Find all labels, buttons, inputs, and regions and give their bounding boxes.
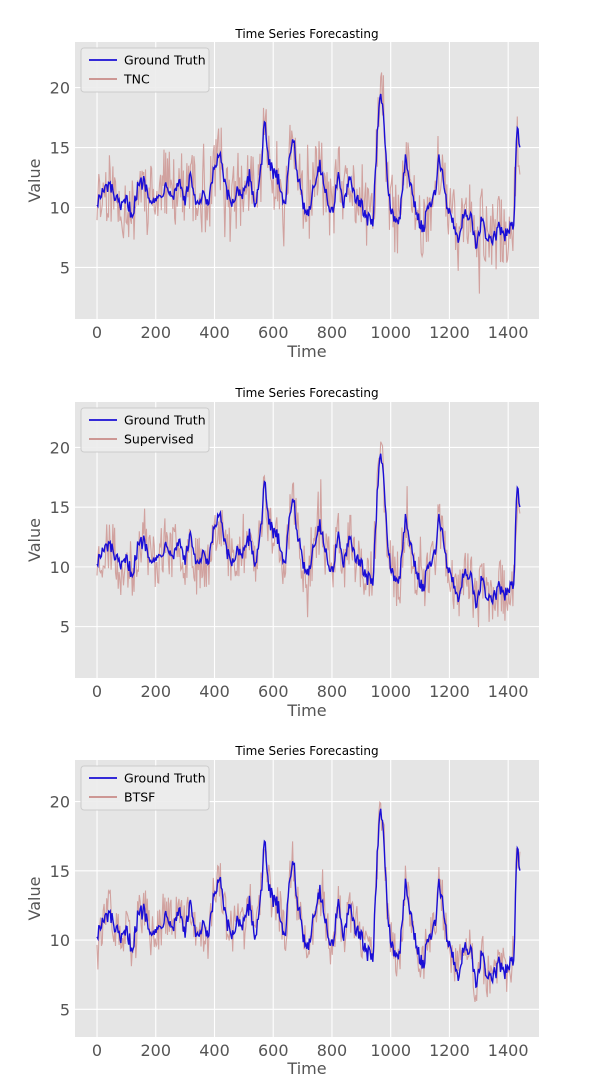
series-line-supervised bbox=[96, 441, 521, 628]
legend-label-ground-truth: Ground Truth bbox=[124, 53, 206, 68]
chart-panel-3: Time Series Forecasting 0 200 400 600 800 1000… bbox=[25, 744, 539, 1077]
x-tick-label: 1400 bbox=[488, 1041, 529, 1060]
chart-panel-1: Time Series Forecasting 0 200 400 600 800 1000… bbox=[25, 27, 539, 361]
y-axis-label: Value bbox=[25, 877, 44, 921]
x-axis-label: Time bbox=[286, 342, 326, 361]
legend-label-ground-truth: Ground Truth bbox=[124, 413, 206, 428]
y-tick-label: 5 bbox=[60, 258, 70, 277]
series-line-ground-truth bbox=[96, 453, 521, 609]
chart-panel-2: Time Series Forecasting 0 200 400 600 800 1000… bbox=[25, 386, 539, 720]
series-line-ground-truth bbox=[96, 808, 521, 989]
y-tick-label: 5 bbox=[60, 618, 70, 637]
x-tick-label: 1400 bbox=[488, 682, 529, 701]
x-tick-label: 600 bbox=[258, 682, 289, 701]
legend-box bbox=[80, 47, 210, 93]
x-tick-label: 600 bbox=[258, 323, 289, 342]
legend-label-btsf: BTSF bbox=[124, 790, 155, 805]
chart-title: Time Series Forecasting bbox=[234, 27, 378, 41]
legend-label-ground-truth: Ground Truth bbox=[124, 771, 206, 786]
x-tick-label: 400 bbox=[199, 682, 230, 701]
y-tick-label: 5 bbox=[60, 1000, 70, 1019]
x-tick-label: 0 bbox=[92, 323, 102, 342]
y-axis-label: Value bbox=[25, 518, 44, 562]
x-tick-label: 400 bbox=[199, 1041, 230, 1060]
y-tick-label: 15 bbox=[50, 139, 70, 158]
y-tick-label: 20 bbox=[50, 793, 70, 812]
legend-box bbox=[80, 407, 210, 453]
legend-label-supervised: Supervised bbox=[124, 432, 194, 447]
x-tick-label: 800 bbox=[317, 682, 348, 701]
legend-label-tnc: TNC bbox=[123, 72, 150, 87]
y-axis-label: Value bbox=[25, 159, 44, 203]
y-tick-label: 10 bbox=[50, 198, 70, 217]
x-tick-label: 200 bbox=[140, 323, 171, 342]
x-tick-label: 200 bbox=[140, 1041, 171, 1060]
y-tick-label: 10 bbox=[50, 931, 70, 950]
x-tick-label: 0 bbox=[92, 1041, 102, 1060]
x-tick-label: 1000 bbox=[370, 323, 411, 342]
x-tick-label: 1000 bbox=[370, 682, 411, 701]
y-tick-label: 10 bbox=[50, 558, 70, 577]
y-tick-label: 20 bbox=[50, 438, 70, 457]
chart-title: Time Series Forecasting bbox=[234, 744, 378, 758]
series-line-btsf bbox=[96, 800, 521, 1002]
x-tick-label: 800 bbox=[317, 1041, 348, 1060]
x-axis-label: Time bbox=[286, 1059, 326, 1077]
x-axis-label: Time bbox=[286, 701, 326, 720]
y-tick-label: 15 bbox=[50, 862, 70, 881]
x-tick-label: 200 bbox=[140, 682, 171, 701]
chart-title: Time Series Forecasting bbox=[234, 386, 378, 400]
x-tick-label: 600 bbox=[258, 1041, 289, 1060]
x-tick-label: 1000 bbox=[370, 1041, 411, 1060]
legend-box bbox=[80, 765, 210, 811]
x-tick-label: 800 bbox=[317, 323, 348, 342]
x-tick-label: 1200 bbox=[429, 1041, 470, 1060]
x-tick-label: 1200 bbox=[429, 682, 470, 701]
x-tick-label: 0 bbox=[92, 682, 102, 701]
x-tick-label: 400 bbox=[199, 323, 230, 342]
x-tick-label: 1400 bbox=[488, 323, 529, 342]
x-tick-label: 1200 bbox=[429, 323, 470, 342]
series-line-ground-truth bbox=[96, 93, 521, 250]
y-tick-label: 20 bbox=[50, 79, 70, 98]
y-tick-label: 15 bbox=[50, 498, 70, 517]
